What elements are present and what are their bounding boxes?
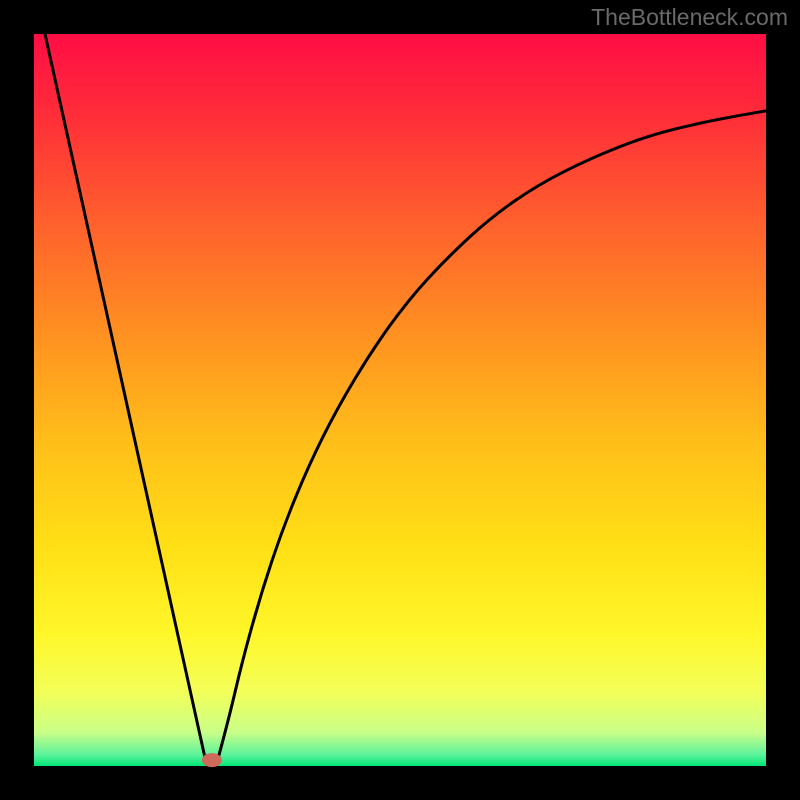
chart-container: TheBottleneck.com <box>0 0 800 800</box>
watermark-text: TheBottleneck.com <box>591 4 788 31</box>
curve-layer <box>0 0 800 800</box>
minimum-marker <box>202 753 222 767</box>
bottleneck-curve <box>45 34 766 762</box>
